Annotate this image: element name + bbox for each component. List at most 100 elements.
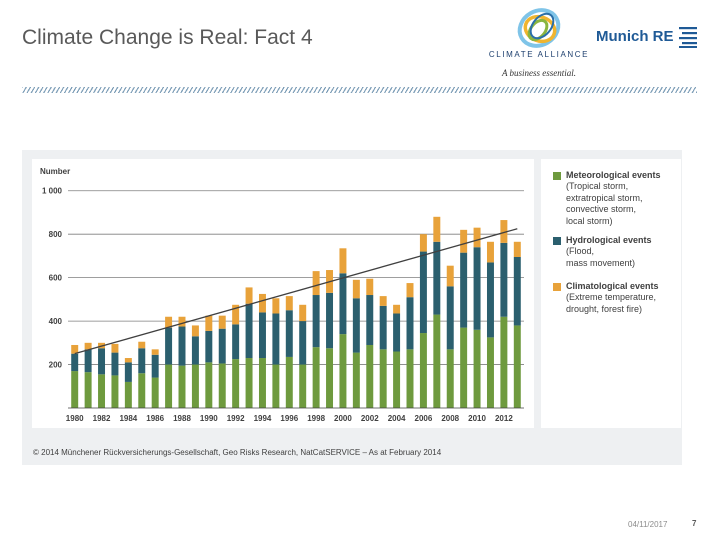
bar-hydrological <box>98 348 106 375</box>
bar-climatological <box>299 304 307 322</box>
x-tick-label: 1990 <box>200 414 218 423</box>
bar-hydrological <box>205 330 213 363</box>
meteorological-swatch <box>553 172 561 180</box>
legend-climatological-desc-2: drought, forest fire) <box>566 303 643 314</box>
bar-hydrological <box>446 286 454 350</box>
legend-meteorological-desc-4: local storm) <box>566 215 613 226</box>
bar-hydrological <box>272 313 280 365</box>
legend-meteorological-title: Meteorological events <box>566 170 661 180</box>
bar-meteorological <box>460 327 468 408</box>
bar-meteorological <box>513 325 521 408</box>
bar-climatological <box>312 271 320 296</box>
bar-hydrological <box>406 297 414 350</box>
bar-meteorological <box>285 356 293 408</box>
x-tick-label: 1994 <box>254 414 272 423</box>
bar-meteorological <box>151 377 159 408</box>
x-tick-label: 1996 <box>280 414 298 423</box>
bar-climatological <box>500 220 508 243</box>
bar-climatological <box>165 316 173 328</box>
bar-meteorological <box>326 348 334 408</box>
trend-line <box>74 228 518 355</box>
bar-hydrological <box>513 256 521 326</box>
bar-meteorological <box>178 365 186 408</box>
y-tick-label: 400 <box>49 317 63 326</box>
bar-meteorological <box>98 374 106 408</box>
bar-hydrological <box>366 295 374 345</box>
x-tick-label: 2004 <box>388 414 406 423</box>
bar-hydrological <box>232 324 240 360</box>
bar-climatological <box>339 248 347 274</box>
slide-title: Climate Change is Real: Fact 4 <box>22 26 313 49</box>
bar-meteorological <box>124 381 132 408</box>
x-tick-label: 1998 <box>307 414 325 423</box>
bar-hydrological <box>285 310 293 357</box>
bar-hydrological <box>339 273 347 335</box>
bar-meteorological <box>486 337 494 408</box>
chart-area: 200 400 600 800 1 000 Number 1980 1982 1984 1986 1… <box>32 159 534 428</box>
x-tick-label: 2006 <box>415 414 433 423</box>
bar-hydrological <box>138 348 146 374</box>
bar-climatological <box>272 298 280 314</box>
bar-climatological <box>245 287 253 304</box>
bar-meteorological <box>299 364 307 408</box>
copyright-note: © 2014 Münchener Rückversicherungs-Gesel… <box>33 448 442 457</box>
x-tick-label: 1980 <box>66 414 84 423</box>
bar-hydrological <box>460 252 468 328</box>
bar-climatological <box>218 315 226 329</box>
legend-climatological-desc-1: (Extreme temperature, <box>566 292 657 302</box>
legend-climatological-title: Climatological events <box>566 281 659 291</box>
bar-hydrological <box>473 247 481 330</box>
bar-climatological <box>513 241 521 257</box>
bar-meteorological <box>165 364 173 408</box>
y-tick-label: 800 <box>49 230 63 239</box>
bar-hydrological <box>500 242 508 317</box>
bar-climatological <box>393 304 401 314</box>
bar-meteorological <box>473 329 481 408</box>
bar-hydrological <box>486 262 494 338</box>
climate-alliance-logo: CLIMATE ALLIANCE A business essential. <box>486 6 592 82</box>
bar-hydrological <box>393 313 401 352</box>
chart-legend: Meteorological events (Tropical storm, e… <box>541 159 681 428</box>
legend-meteorological-desc-3: convective storm, <box>566 204 637 214</box>
y-tick-label: 600 <box>49 274 63 283</box>
bar-meteorological <box>71 371 79 408</box>
bar-climatological <box>379 296 387 306</box>
x-tick-label: 2002 <box>361 414 379 423</box>
legend-item-hydrological: Hydrological events (Flood, mass movemen… <box>553 235 678 269</box>
x-tick-label: 1992 <box>227 414 245 423</box>
x-tick-label: 1982 <box>93 414 111 423</box>
bar-climatological <box>258 293 266 313</box>
bar-hydrological <box>326 292 334 349</box>
bar-climatological <box>419 234 427 252</box>
bar-climatological <box>473 227 481 248</box>
bar-meteorological <box>258 358 266 408</box>
bar-meteorological <box>205 362 213 408</box>
legend-hydrological-title: Hydrological events <box>566 235 652 245</box>
bar-hydrological <box>419 251 427 334</box>
climatological-swatch <box>553 283 561 291</box>
bar-climatological <box>71 344 79 354</box>
bar-climatological <box>138 341 146 349</box>
bar-hydrological <box>151 354 159 378</box>
y-tick-label: 200 <box>49 361 63 370</box>
bar-climatological <box>285 296 293 311</box>
bar-hydrological <box>379 305 387 350</box>
swirl-icon <box>517 8 561 48</box>
bar-climatological <box>486 241 494 263</box>
x-tick-label: 2010 <box>468 414 486 423</box>
x-tick-label: 1988 <box>173 414 191 423</box>
bar-meteorological <box>84 372 92 408</box>
bar-meteorological <box>218 363 226 408</box>
bar-climatological <box>232 304 240 325</box>
bar-hydrological <box>84 349 92 373</box>
bar-climatological <box>191 325 199 337</box>
bar-climatological <box>84 342 92 350</box>
x-tick-label: 2012 <box>495 414 513 423</box>
bar-hydrological <box>124 362 132 382</box>
bar-meteorological <box>446 349 454 408</box>
page-number: 7 <box>692 519 697 528</box>
bar-hydrological <box>111 352 119 376</box>
bar-meteorological <box>379 349 387 408</box>
legend-item-climatological: Climatological events (Extreme temperatu… <box>553 281 678 315</box>
bar-meteorological <box>419 333 427 408</box>
